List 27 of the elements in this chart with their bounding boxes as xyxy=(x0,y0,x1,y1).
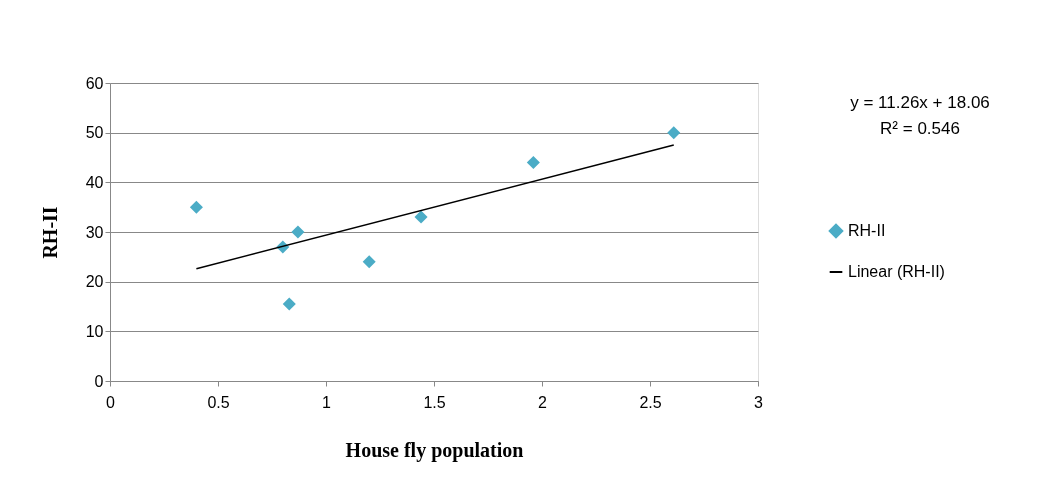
text: R² = 0.546 xyxy=(880,119,960,138)
point xyxy=(667,126,681,140)
y-tick-label: 0 xyxy=(94,372,104,390)
x-axis-title: House fly population xyxy=(345,438,524,462)
x-tick-label: 3 xyxy=(754,393,764,411)
y-axis-title: RH-II xyxy=(38,206,61,259)
point xyxy=(362,255,376,269)
x-tick-label: 2 xyxy=(538,393,548,411)
point xyxy=(291,225,305,239)
y-tick-label: 50 xyxy=(85,124,104,142)
x-tick-label: 1 xyxy=(322,393,332,411)
x-tick-label: 0.5 xyxy=(207,393,230,411)
y-tick-label: 10 xyxy=(85,322,104,340)
y-tick-label: 20 xyxy=(85,273,104,291)
x-tick-label: 2.5 xyxy=(639,393,662,411)
point xyxy=(282,297,296,311)
y-tick-label: 30 xyxy=(85,223,104,241)
y-tick-label: 60 xyxy=(85,74,104,92)
x-tick-label: 1.5 xyxy=(423,393,446,411)
x-tick-label: 0 xyxy=(106,393,116,411)
point xyxy=(189,200,203,214)
point xyxy=(526,155,540,169)
point xyxy=(414,210,428,224)
legend-label: Linear (RH-II) xyxy=(848,263,945,280)
y-tick-label: 40 xyxy=(85,173,104,191)
legend-label: RH-II xyxy=(848,222,886,239)
text: y = 11.26x + 18.06 xyxy=(850,93,990,112)
